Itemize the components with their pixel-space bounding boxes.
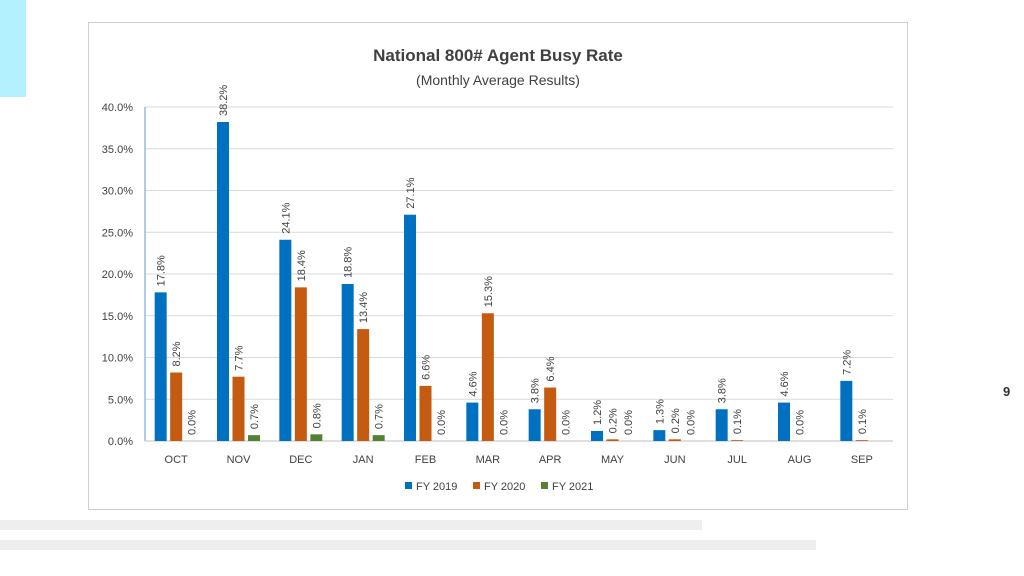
- data-label: 15.3%: [483, 276, 495, 307]
- x-tick-label: JUN: [664, 454, 685, 466]
- data-label: 0.2%: [608, 408, 620, 433]
- y-tick-label: 20.0%: [102, 269, 133, 281]
- y-tick-label: 40.0%: [102, 102, 133, 114]
- x-tick-label: FEB: [415, 454, 436, 466]
- y-tick-label: 25.0%: [102, 227, 133, 239]
- bar-fy-2021-nov: [248, 435, 260, 441]
- data-label: 18.8%: [343, 247, 355, 278]
- data-label: 1.3%: [654, 399, 666, 424]
- data-label: 0.7%: [249, 404, 261, 429]
- chart-subtitle: (Monthly Average Results): [416, 72, 580, 88]
- x-tick-label: SEP: [851, 454, 873, 466]
- data-label: 0.0%: [623, 410, 635, 435]
- data-label: 7.7%: [234, 345, 246, 370]
- data-label: 7.2%: [841, 350, 853, 375]
- y-tick-label: 35.0%: [102, 144, 133, 156]
- bar-fy-2019-jun: [653, 430, 666, 441]
- bar-fy-2020-feb: [419, 385, 432, 441]
- bar-fy-2019-apr: [528, 409, 541, 441]
- legend-swatch-fy-2019: [405, 482, 412, 489]
- x-tick-label: AUG: [788, 454, 812, 466]
- legend-label: FY 2021: [552, 481, 593, 493]
- accent-block: [0, 0, 26, 97]
- bar-fy-2020-oct: [170, 372, 183, 441]
- data-label: 3.8%: [717, 378, 729, 403]
- bar-fy-2019-may: [591, 430, 603, 441]
- data-label: 4.6%: [779, 371, 791, 396]
- legend-label: FY 2020: [484, 481, 525, 493]
- footer-bar-top: [0, 520, 702, 530]
- bar-fy-2020-nov: [232, 376, 245, 441]
- x-tick-label: OCT: [165, 454, 189, 466]
- data-label: 0.0%: [795, 410, 807, 435]
- data-label: 24.1%: [280, 202, 292, 233]
- y-tick-label: 15.0%: [102, 311, 133, 323]
- bar-fy-2019-jul: [715, 409, 728, 441]
- x-tick-label: APR: [539, 454, 562, 466]
- bar-fy-2019-nov: [217, 122, 229, 441]
- bar-fy-2019-aug: [778, 402, 790, 441]
- x-tick-label: JUL: [727, 454, 747, 466]
- data-label: 0.0%: [187, 410, 199, 435]
- data-label: 0.0%: [685, 410, 697, 435]
- bar-fy-2020-apr: [544, 387, 557, 441]
- bar-fy-2019-feb: [404, 214, 416, 441]
- busy-rate-chart: National 800# Agent Busy Rate (Monthly Av…: [102, 46, 893, 493]
- data-label: 27.1%: [405, 177, 417, 208]
- data-label: 0.0%: [436, 410, 448, 435]
- bar-fy-2019-mar: [466, 402, 479, 441]
- bar-fy-2020-sep: [855, 440, 868, 441]
- footer-bar-bottom: [0, 540, 816, 550]
- data-label: 6.4%: [545, 356, 557, 381]
- y-tick-label: 5.0%: [108, 394, 133, 406]
- data-label: 0.8%: [311, 403, 323, 428]
- bar-fy-2021-dec: [310, 434, 323, 441]
- data-label: 17.8%: [156, 255, 168, 286]
- data-label: 3.8%: [530, 378, 542, 403]
- bar-fy-2019-oct: [154, 292, 167, 441]
- bar-fy-2020-jan: [357, 329, 370, 441]
- bar-fy-2020-jun: [668, 439, 681, 441]
- x-tick-label: NOV: [227, 454, 252, 466]
- bar-fy-2020-jul: [731, 440, 744, 441]
- data-label: 4.6%: [467, 371, 479, 396]
- x-tick-label: JAN: [353, 454, 374, 466]
- data-label: 18.4%: [296, 250, 308, 281]
- data-label: 0.2%: [670, 408, 682, 433]
- page-number: 9: [1003, 384, 1011, 399]
- data-label: 0.1%: [732, 409, 744, 434]
- data-label: 0.1%: [857, 409, 869, 434]
- data-label: 13.4%: [358, 292, 370, 323]
- legend-swatch-fy-2020: [473, 482, 480, 489]
- legend-label: FY 2019: [416, 481, 457, 493]
- data-label: 0.0%: [498, 410, 510, 435]
- data-label: 8.2%: [171, 341, 183, 366]
- data-label: 6.6%: [421, 355, 433, 380]
- data-label: 1.2%: [592, 400, 604, 425]
- bar-fy-2019-jan: [341, 284, 354, 441]
- bar-fy-2021-jan: [372, 435, 385, 441]
- y-tick-label: 10.0%: [102, 353, 133, 365]
- chart-frame: National 800# Agent Busy Rate (Monthly Av…: [88, 22, 908, 510]
- bar-fy-2020-mar: [481, 313, 494, 441]
- legend-swatch-fy-2021: [541, 482, 548, 489]
- y-tick-label: 30.0%: [102, 186, 133, 198]
- data-label: 0.0%: [561, 410, 573, 435]
- x-tick-label: MAY: [601, 454, 625, 466]
- data-label: 0.7%: [374, 404, 386, 429]
- chart-title: National 800# Agent Busy Rate: [373, 46, 623, 65]
- y-tick-label: 0.0%: [108, 436, 133, 448]
- x-tick-label: DEC: [289, 454, 312, 466]
- bar-fy-2019-sep: [840, 380, 853, 441]
- bar-fy-2019-dec: [279, 239, 292, 441]
- bar-fy-2020-may: [606, 439, 619, 441]
- data-label: 38.2%: [218, 85, 230, 116]
- x-tick-label: MAR: [476, 454, 501, 466]
- bar-fy-2020-dec: [294, 287, 307, 441]
